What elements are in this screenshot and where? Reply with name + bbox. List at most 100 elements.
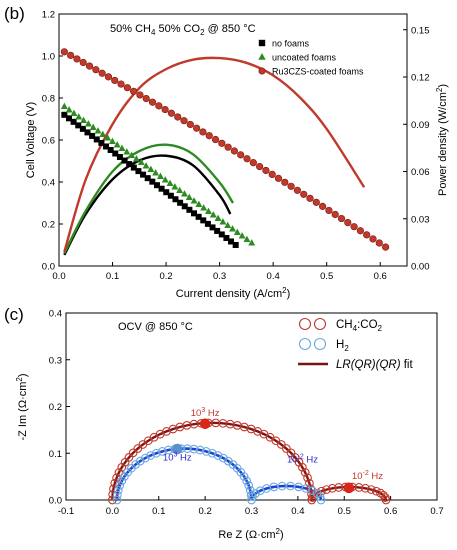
impedance-point-0 bbox=[300, 468, 310, 477]
highlight-point-0 bbox=[343, 482, 355, 494]
voltage-point-2 bbox=[111, 76, 119, 85]
y-tick-label: 0.4 bbox=[42, 178, 55, 189]
voltage-point-2 bbox=[256, 162, 264, 171]
y-tick-label: 0.6 bbox=[42, 136, 55, 147]
voltage-point-2 bbox=[249, 159, 257, 167]
voltage-point-0 bbox=[181, 203, 188, 210]
impedance-point-0 bbox=[354, 483, 364, 492]
voltage-point-2 bbox=[237, 151, 245, 159]
x-tick-label: 0.0 bbox=[106, 506, 119, 517]
voltage-point-2 bbox=[180, 117, 188, 125]
voltage-point-2 bbox=[60, 48, 68, 56]
y2-tick-label: 0.03 bbox=[411, 214, 430, 225]
voltage-point-2 bbox=[337, 214, 346, 223]
voltage-point-0 bbox=[223, 234, 230, 241]
impedance-point-0 bbox=[322, 485, 331, 494]
voltage-point-1 bbox=[171, 183, 179, 190]
impedance-point-0 bbox=[108, 495, 117, 505]
voltage-point-2 bbox=[344, 219, 352, 227]
voltage-point-2 bbox=[211, 135, 220, 144]
voltage-point-2 bbox=[136, 91, 144, 99]
impedance-point-0 bbox=[361, 483, 370, 493]
voltage-point-1 bbox=[113, 141, 121, 148]
impedance-point-0 bbox=[306, 484, 316, 494]
impedance-point-1 bbox=[201, 447, 211, 456]
voltage-point-2 bbox=[85, 62, 94, 70]
panel-c-impedance-points bbox=[108, 418, 391, 505]
impedance-point-1 bbox=[248, 492, 257, 501]
voltage-point-2 bbox=[331, 210, 339, 219]
frequency-label-2: 10-2 Hz bbox=[287, 454, 318, 466]
panel-c-condition-annotation: OCV @ 850 °C bbox=[118, 321, 193, 333]
voltage-point-1 bbox=[224, 221, 232, 228]
voltage-point-2 bbox=[363, 231, 371, 239]
voltage-point-1 bbox=[233, 228, 241, 235]
voltage-point-0 bbox=[200, 217, 207, 224]
voltage-point-2 bbox=[199, 128, 207, 136]
impedance-point-1 bbox=[183, 444, 192, 453]
voltage-point-0 bbox=[121, 157, 128, 164]
x-tick-label: 0.6 bbox=[384, 506, 397, 517]
voltage-point-1 bbox=[190, 197, 198, 204]
x-tick-label: 0.5 bbox=[320, 271, 333, 282]
frequency-label-1: 103 Hz bbox=[163, 451, 192, 463]
legend-label-0: no foams bbox=[272, 39, 310, 49]
power-curve-2 bbox=[63, 56, 366, 253]
y2-tick-label: 0.15 bbox=[411, 25, 430, 36]
voltage-point-1 bbox=[147, 165, 155, 172]
panel-b-y2-ticks: 0.00 0.03 0.06 0.09 0.12 0.15 bbox=[403, 25, 430, 273]
impedance-point-1 bbox=[146, 451, 155, 460]
voltage-point-2 bbox=[293, 186, 302, 194]
y2-tick-label: 0.06 bbox=[411, 167, 430, 178]
voltage-point-1 bbox=[70, 109, 78, 116]
voltage-point-2 bbox=[161, 105, 169, 114]
voltage-point-2 bbox=[369, 235, 377, 243]
legend-marker-1 bbox=[258, 53, 266, 60]
legend-marker-0 bbox=[313, 317, 327, 331]
impedance-point-0 bbox=[366, 485, 376, 494]
voltage-point-1 bbox=[89, 123, 97, 130]
impedance-point-1 bbox=[251, 489, 260, 498]
voltage-point-1 bbox=[75, 113, 83, 120]
voltage-point-2 bbox=[318, 202, 327, 210]
frequency-label-0: 103 Hz bbox=[191, 407, 220, 419]
voltage-point-1 bbox=[205, 207, 212, 214]
voltage-point-2 bbox=[230, 147, 239, 155]
impedance-point-1 bbox=[140, 453, 150, 463]
panel-b-y-ticks: 0.0 0.2 0.4 0.6 0.8 1.0 1.2 bbox=[42, 10, 63, 273]
voltage-point-2 bbox=[325, 206, 333, 215]
legend-label-0: CH4:CO2 bbox=[336, 319, 383, 333]
impedance-point-0 bbox=[381, 495, 391, 505]
voltage-point-1 bbox=[214, 214, 222, 221]
voltage-point-0 bbox=[84, 129, 91, 136]
impedance-point-1 bbox=[112, 490, 122, 500]
impedance-point-0 bbox=[334, 483, 344, 492]
impedance-point-1 bbox=[112, 495, 122, 505]
voltage-point-1 bbox=[84, 120, 92, 127]
panel-c-x-axis-title: Re Z (Ω·cm2) bbox=[218, 527, 283, 541]
voltage-point-1 bbox=[132, 155, 140, 162]
panel-c-y-axis-title: -Z Im (Ω·cm2) bbox=[15, 373, 29, 440]
voltage-point-2 bbox=[224, 143, 232, 151]
panel-c-x-ticks: -0.1 0.0 0.1 0.2 0.3 0.4 0.5 0.6 0.7 bbox=[58, 496, 444, 517]
voltage-point-1 bbox=[60, 102, 68, 109]
panel-b-y2-axis-title: Power density (W/cm2) bbox=[435, 84, 449, 196]
voltage-point-0 bbox=[79, 125, 86, 132]
voltage-point-1 bbox=[80, 116, 88, 123]
voltage-point-2 bbox=[381, 243, 390, 251]
voltage-point-1 bbox=[142, 162, 150, 169]
fit-curve-0 bbox=[111, 421, 388, 501]
voltage-point-0 bbox=[61, 111, 68, 118]
y-tick-label: 0.1 bbox=[49, 449, 62, 460]
voltage-point-0 bbox=[167, 192, 174, 199]
impedance-point-1 bbox=[218, 453, 228, 463]
voltage-point-0 bbox=[89, 132, 96, 139]
y-tick-label: 0.8 bbox=[42, 94, 55, 105]
impedance-point-1 bbox=[135, 456, 145, 466]
power-curve-1 bbox=[63, 143, 235, 254]
voltage-point-1 bbox=[176, 186, 184, 193]
voltage-point-2 bbox=[123, 84, 131, 92]
voltage-point-0 bbox=[149, 178, 156, 185]
voltage-point-2 bbox=[375, 239, 383, 247]
